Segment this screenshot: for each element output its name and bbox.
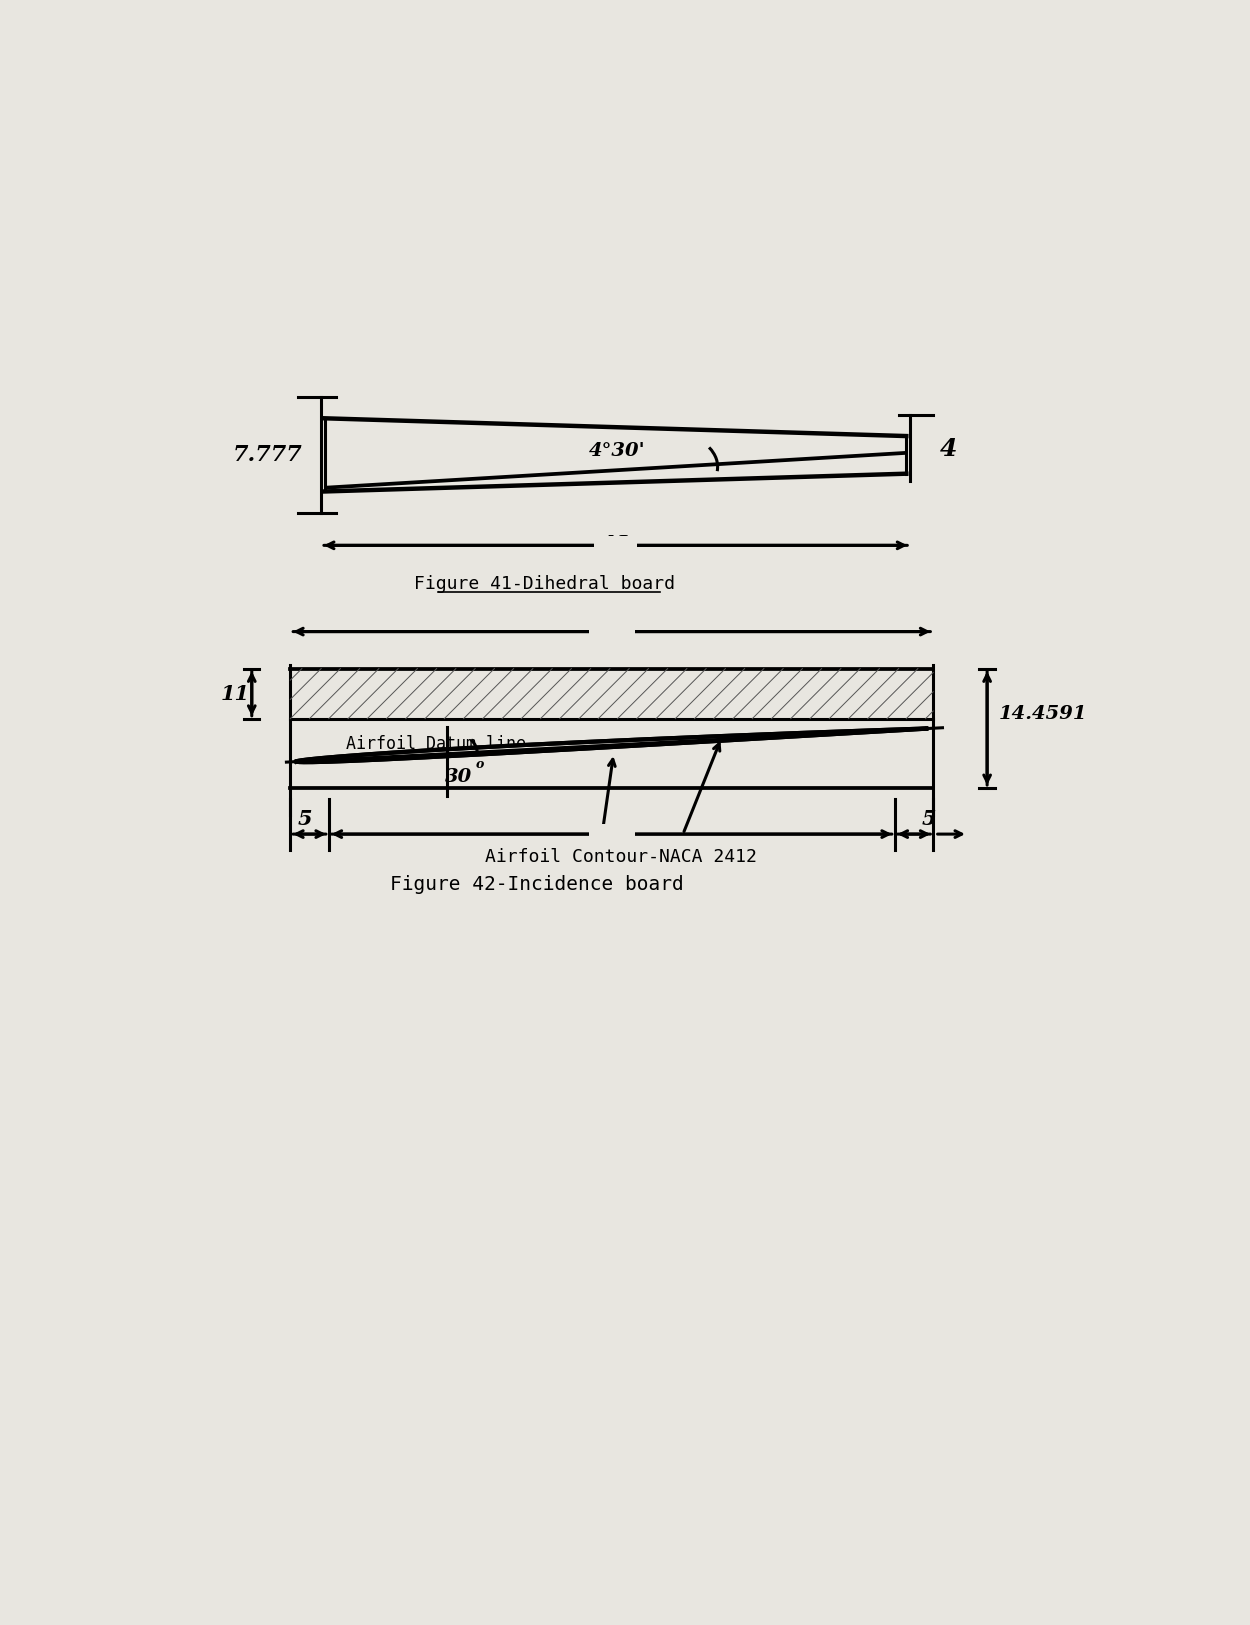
Text: Figure 41-Dihedral board: Figure 41-Dihedral board: [414, 575, 675, 593]
Text: 56: 56: [596, 824, 628, 845]
Text: 5: 5: [298, 809, 312, 829]
FancyBboxPatch shape: [589, 824, 635, 843]
Text: 5: 5: [921, 809, 936, 829]
Text: 30: 30: [445, 769, 471, 786]
Text: 4: 4: [940, 437, 958, 461]
Text: 7.777: 7.777: [232, 444, 302, 466]
Text: 48: 48: [600, 535, 631, 556]
FancyBboxPatch shape: [589, 622, 635, 642]
Text: 11: 11: [220, 684, 249, 704]
Polygon shape: [296, 728, 926, 762]
Text: 48: 48: [600, 535, 631, 556]
Text: o: o: [476, 757, 484, 770]
Text: Airfoil Datum line: Airfoil Datum line: [346, 734, 526, 752]
Text: 4°30': 4°30': [589, 442, 646, 460]
Text: 14.4591: 14.4591: [999, 705, 1088, 723]
Text: Figure 42-Incidence board: Figure 42-Incidence board: [390, 874, 684, 894]
Text: Airfoil Contour-NACA 2412: Airfoil Contour-NACA 2412: [485, 848, 758, 866]
FancyBboxPatch shape: [594, 536, 638, 554]
Text: 66: 66: [596, 621, 628, 642]
